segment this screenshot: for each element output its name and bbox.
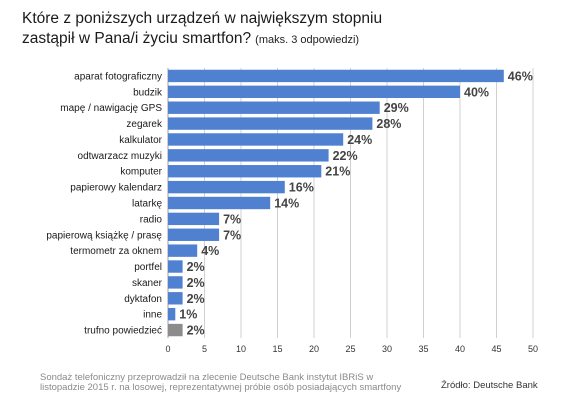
bar [168, 101, 380, 114]
x-tick-label: 10 [236, 344, 246, 354]
bar [168, 133, 344, 146]
x-tick-label: 0 [165, 344, 170, 354]
source-label: Źródło: Deutsche Bank [441, 380, 538, 391]
category-label: odtwarzacz muzyki [78, 151, 162, 162]
value-label: 28% [376, 117, 401, 131]
bar [168, 244, 198, 257]
bar [168, 292, 183, 305]
category-label: termometr za oknem [70, 246, 162, 257]
value-label: 21% [325, 165, 350, 179]
bar [168, 196, 271, 210]
x-tick-label: 35 [418, 344, 428, 354]
category-label: papierowy kalendarz [70, 183, 162, 194]
value-label: 2% [187, 292, 205, 306]
x-tick-label: 15 [272, 344, 282, 354]
category-label: skaner [132, 278, 163, 289]
value-label: 7% [223, 228, 241, 242]
x-tick-label: 50 [528, 344, 538, 354]
category-label: budzik [133, 87, 163, 98]
x-tick-label: 5 [202, 344, 207, 354]
value-label: 40% [464, 85, 489, 99]
category-label: aparat fotograficzny [74, 71, 162, 82]
category-label: radio [140, 214, 163, 225]
category-label: papierową książkę / prasę [46, 230, 162, 241]
chart-title: Które z poniższych urządzeń w największy… [22, 9, 567, 50]
value-label: 14% [274, 197, 299, 211]
category-label: zegarek [126, 119, 163, 130]
value-label: 22% [333, 149, 358, 163]
bar [168, 276, 183, 289]
category-label: inne [143, 310, 162, 321]
category-label: dyktafon [124, 294, 162, 305]
bar [168, 260, 183, 273]
x-tick-label: 40 [455, 344, 465, 354]
bar [168, 307, 176, 321]
category-label: trufno powiedzieć [84, 326, 162, 337]
x-tick-label: 45 [491, 344, 501, 354]
title-line-2: zastąpił w Pana/i życiu smartfon? (maks. … [22, 29, 567, 50]
bar [168, 228, 220, 241]
category-label: portfel [134, 262, 162, 273]
bar [168, 212, 220, 226]
value-label: 4% [201, 244, 219, 258]
title-line-1: Które z poniższych urządzeń w największy… [22, 10, 383, 27]
bar [168, 149, 329, 162]
bar [168, 117, 373, 130]
value-label: 2% [187, 260, 205, 274]
value-label: 7% [223, 212, 241, 226]
x-tick-label: 30 [382, 344, 392, 354]
survey-note: Sondaż telefoniczny przeprowadził na zle… [40, 372, 402, 393]
value-label: 46% [508, 69, 533, 83]
bar [168, 69, 504, 83]
bar [168, 180, 285, 194]
x-tick-label: 20 [309, 344, 319, 354]
bar [168, 323, 183, 337]
category-label: kalkulator [119, 135, 162, 146]
title-question: zastąpił w Pana/i życiu smartfon? [22, 30, 252, 47]
bar [168, 85, 460, 99]
x-tick-label: 25 [345, 344, 355, 354]
value-label: 2% [187, 324, 205, 338]
title-note: (maks. 3 odpowiedzi) [255, 34, 360, 46]
value-label: 29% [384, 101, 409, 115]
value-label: 1% [179, 308, 197, 322]
category-label: komputer [120, 167, 162, 178]
bar [168, 165, 322, 178]
category-label: latarkę [132, 199, 162, 210]
value-label: 16% [289, 181, 314, 195]
value-label: 24% [347, 133, 372, 147]
value-label: 2% [187, 276, 205, 290]
category-label: mapę / nawigację GPS [60, 103, 162, 114]
